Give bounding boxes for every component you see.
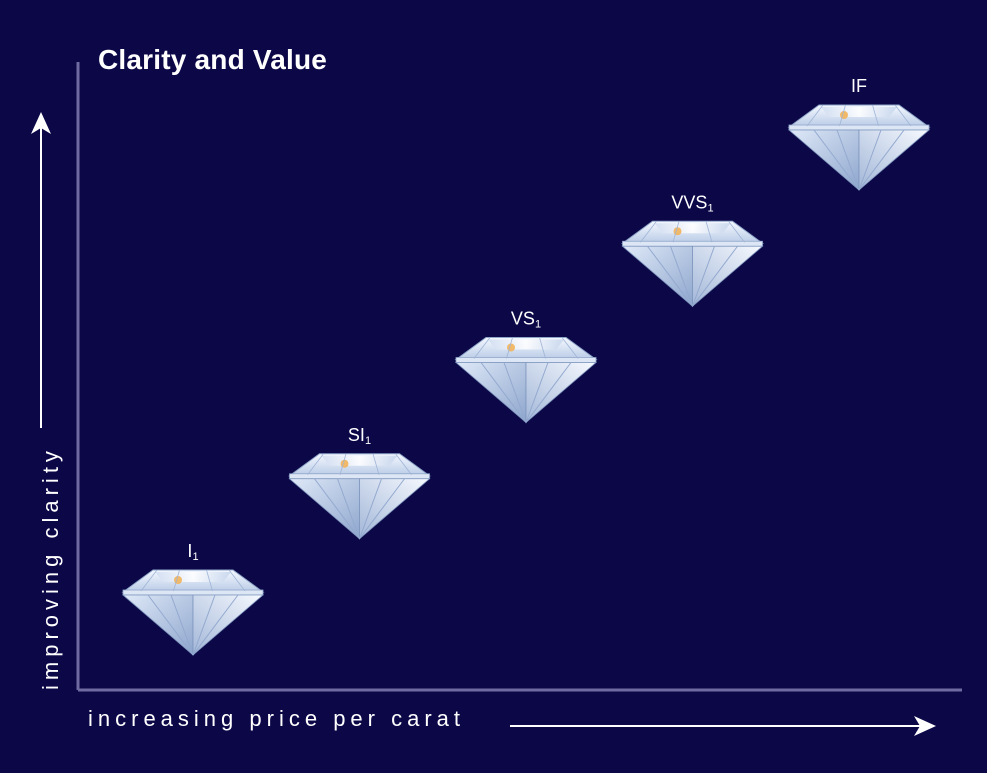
diamond-table [155, 572, 231, 582]
diamond-pavilion-right [858, 129, 931, 191]
diamond-facet-line [539, 337, 546, 359]
diamond-glint [340, 459, 349, 468]
diamond-table [488, 339, 564, 350]
category-label: VVS1 [671, 192, 713, 214]
diamond-facet-line [894, 104, 912, 127]
diamond-facet-line [359, 478, 405, 540]
diamond-facet-line [192, 594, 216, 656]
diamond-facet-line [506, 337, 513, 359]
diamond-facet-line [806, 104, 824, 127]
diamond-icon [620, 220, 765, 308]
diamond-facet-line [359, 478, 382, 539]
diamond-facet-line [705, 221, 713, 243]
diamond-facet-line [858, 129, 905, 191]
diamond-facet-line [339, 453, 347, 475]
diamond-table [821, 107, 897, 117]
diamond-facet-line [480, 362, 527, 423]
diamond-facet-line [228, 569, 246, 592]
diamond-facet-line [839, 104, 846, 127]
diamond-facet-line [525, 362, 549, 423]
diamond-girdle [289, 473, 430, 480]
diamond-facet-line [173, 569, 180, 592]
diamond-facet-line [314, 478, 360, 540]
y-axis-label: improving clarity [38, 446, 63, 690]
chart-title: Clarity and Value [98, 44, 328, 75]
diamond-facet-line [307, 453, 324, 475]
diamond-girdle [788, 124, 930, 131]
diamond-facet-line [670, 246, 693, 307]
diamond-facet-line [692, 245, 738, 307]
diamond-facet-line [672, 221, 680, 243]
diamond-facet-line [640, 221, 657, 243]
category-label: I1 [187, 541, 198, 563]
diamond-facet-line [872, 104, 879, 127]
diamond-facet-line [728, 221, 745, 243]
diamond-icon [454, 337, 598, 424]
diamond-glint [673, 227, 682, 236]
diamond-pavilion-right [192, 594, 265, 656]
diamond-facet-line [395, 453, 412, 475]
diamond-table [321, 455, 398, 466]
diamond-icon [287, 453, 432, 540]
diamond-icon [787, 104, 931, 191]
diamond-facet-line [337, 478, 360, 539]
diamond-facet-line [813, 129, 860, 191]
diamond-facet-line [192, 594, 239, 656]
diamond-icon [121, 569, 265, 656]
category-label: VS1 [511, 309, 541, 331]
diamond-facet-line [647, 245, 693, 307]
diamond-girdle [622, 240, 763, 247]
diamond-facet-line [836, 129, 860, 191]
diamond-glint [507, 343, 515, 352]
diamond-facet-line [858, 129, 882, 191]
diamond-glint [174, 576, 182, 584]
diamond-facet-line [147, 594, 194, 656]
diamond-glint [840, 111, 848, 119]
category-label: SI1 [348, 425, 371, 447]
diamond-girdle [122, 589, 264, 596]
diamond-facet-line [372, 453, 380, 475]
diamond-facet-line [525, 362, 572, 423]
diamond-pavilion-right [525, 362, 598, 424]
diamond-pavilion-right [692, 245, 764, 308]
diamond-girdle [455, 357, 597, 363]
diamond-facet-line [473, 337, 491, 359]
x-axis-label: increasing price per carat [88, 706, 466, 731]
diamond-facet-line [503, 362, 527, 423]
diamond-facet-line [140, 569, 158, 592]
diamond-facet-line [206, 569, 213, 592]
diamond-table [654, 223, 731, 234]
diamond-pavilion-right [359, 478, 431, 540]
diamond-facet-line [561, 337, 579, 359]
category-label: IF [851, 76, 867, 96]
diamond-facet-line [692, 246, 715, 307]
diamond-facet-line [170, 594, 194, 656]
